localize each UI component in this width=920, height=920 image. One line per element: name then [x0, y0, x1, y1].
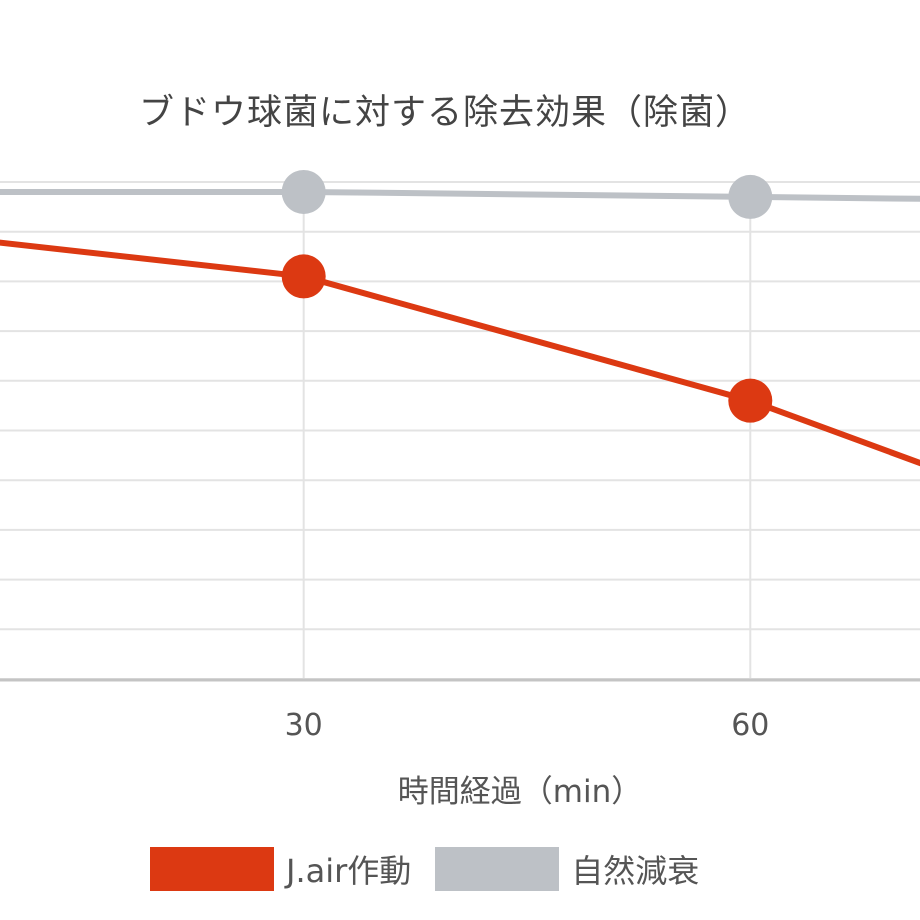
- legend-swatch: [150, 847, 274, 891]
- data-point: [728, 174, 773, 219]
- chart-title: ブドウ球菌に対する除去効果（除菌）: [138, 93, 751, 133]
- legend-item[interactable]: J.air作動: [150, 846, 411, 892]
- legend-item[interactable]: 自然減衰: [435, 846, 699, 892]
- legend-label: 自然減衰: [571, 852, 700, 890]
- series-natural-decay: [0, 169, 920, 219]
- gridlines: [0, 181, 920, 680]
- legend: J.air作動 自然減衰: [150, 846, 723, 892]
- data-point: [728, 378, 773, 423]
- data-point: [281, 169, 326, 214]
- series-line: [0, 188, 920, 202]
- series-jair: [0, 239, 920, 467]
- legend-label: J.air作動: [286, 852, 412, 890]
- legend-swatch: [435, 847, 560, 891]
- data-point: [281, 254, 326, 299]
- x-tick-labels: 30 60: [285, 708, 770, 743]
- x-tick-label: 60: [731, 708, 769, 743]
- series-line: [0, 239, 920, 467]
- x-axis-title: 時間経過（min）: [397, 774, 643, 810]
- x-tick-label: 30: [285, 708, 323, 743]
- series-layer: [0, 169, 920, 467]
